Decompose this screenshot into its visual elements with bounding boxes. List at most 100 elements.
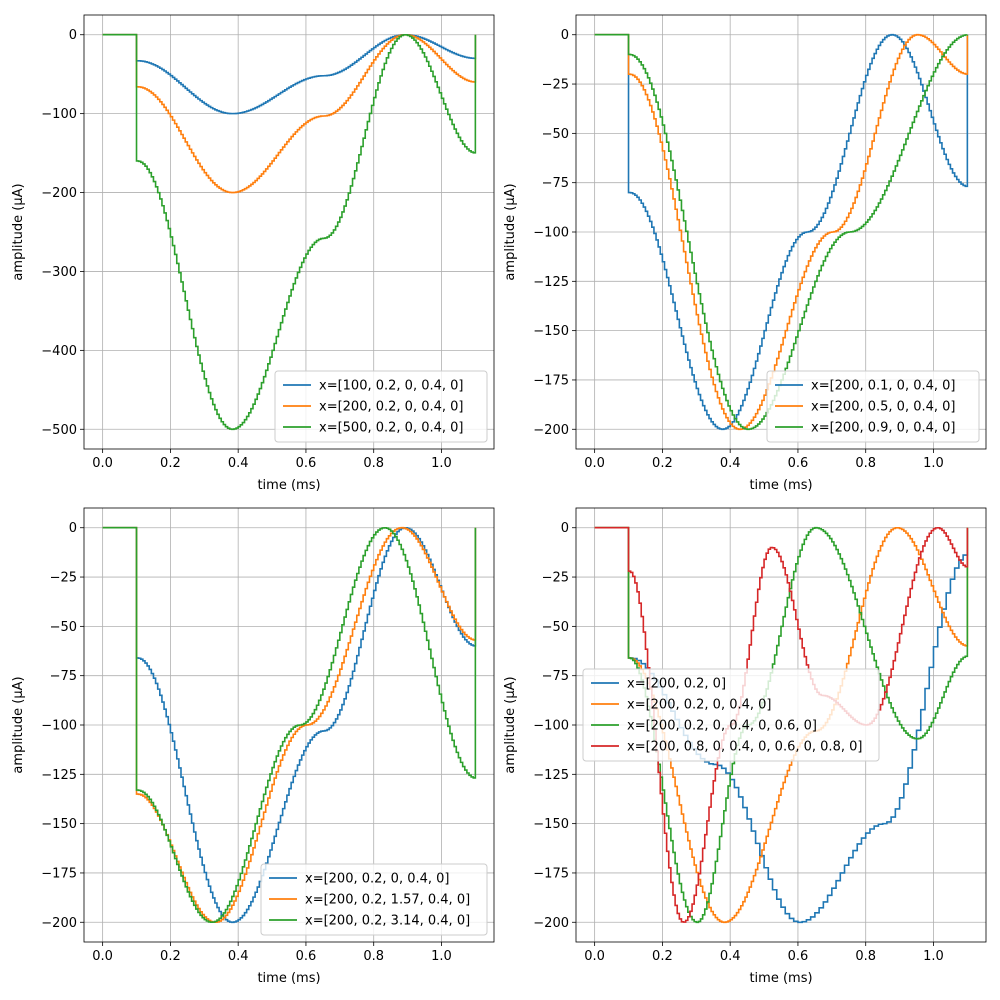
x-axis-label: time (ms): [749, 478, 812, 493]
y-tick-label: −100: [41, 107, 77, 122]
y-tick-label: −75: [542, 176, 569, 191]
y-tick-label: −125: [41, 768, 77, 783]
x-tick-label: 0.0: [92, 949, 113, 964]
x-tick-label: 0.6: [788, 949, 809, 964]
y-tick-label: −200: [533, 916, 569, 931]
x-tick-label: 0.0: [584, 949, 605, 964]
x-tick-label: 0.4: [228, 456, 249, 471]
x-tick-label: 0.6: [296, 949, 317, 964]
y-tick-label: −175: [533, 373, 569, 388]
legend-entry: x=[200, 0.5, 0, 0.4, 0]: [811, 400, 956, 415]
y-tick-label: −500: [41, 423, 77, 438]
legend: x=[200, 0.2, 0] x=[200, 0.2, 0, 0.4, 0] x=…: [582, 668, 880, 762]
axes-frame: [575, 14, 987, 450]
legend-entry: x=[200, 0.2, 0, 0.4, 0]: [319, 400, 464, 415]
y-tick-label: −200: [533, 423, 569, 438]
legend-entry: x=[200, 0.8, 0, 0.4, 0, 0.6, 0, 0.8, 0]: [627, 740, 862, 755]
y-tick-label: −50: [542, 620, 569, 635]
y-tick-label: −300: [41, 265, 77, 280]
legend: x=[200, 0.1, 0, 0.4, 0] x=[200, 0.5, 0, 0…: [766, 370, 980, 443]
x-tick-label: 0.2: [652, 456, 673, 471]
y-tick-label: −100: [533, 226, 569, 241]
legend-entry: x=[500, 0.2, 0, 0.4, 0]: [319, 421, 464, 436]
x-tick-label: 1.0: [923, 949, 944, 964]
x-tick-label: 0.8: [855, 456, 876, 471]
y-tick-label: −150: [533, 817, 569, 832]
y-tick-label: −25: [50, 571, 77, 586]
x-tick-label: 0.0: [584, 456, 605, 471]
y-axis-label: amplitude (µA): [11, 676, 26, 773]
subplot-3: 0.0 0.2 0.4 0.6 0.8 1.0 0 −25 −50 −75 −100 −125 −150…: [11, 507, 495, 986]
y-tick-label: −75: [542, 669, 569, 684]
x-tick-label: 1.0: [431, 949, 452, 964]
legend-entry: x=[200, 0.2, 0, 0.4, 0]: [305, 872, 450, 887]
series-line: [102, 33, 477, 115]
y-tick-label: 0: [561, 521, 569, 536]
legend-entry: x=[200, 0.2, 0, 0.4, 0, 0.6, 0]: [627, 719, 817, 734]
series-line: [594, 526, 969, 923]
legend-entry: x=[200, 0.2, 0, 0.4, 0]: [627, 698, 772, 713]
x-tick-label: 0.8: [363, 456, 384, 471]
y-axis-label: amplitude (µA): [503, 676, 518, 773]
x-tick-label: 0.6: [296, 456, 317, 471]
subplot-1: 0.0 0.2 0.4 0.6 0.8 1.0 0 −100 −200 −300 −400 −500 t…: [11, 14, 495, 493]
legend-box: [582, 668, 880, 762]
series-line: [594, 526, 969, 924]
series-line: [102, 33, 477, 431]
y-tick-label: −125: [533, 275, 569, 290]
x-tick-label: 0.2: [160, 949, 181, 964]
legend: x=[100, 0.2, 0, 0.4, 0] x=[200, 0.2, 0, 0…: [274, 370, 488, 443]
y-tick-label: 0: [69, 28, 77, 43]
series-line: [594, 33, 969, 431]
x-tick-label: 1.0: [923, 456, 944, 471]
y-tick-label: −25: [542, 571, 569, 586]
x-tick-label: 0.0: [92, 456, 113, 471]
legend-entry: x=[100, 0.2, 0, 0.4, 0]: [319, 379, 464, 394]
y-tick-label: −75: [50, 669, 77, 684]
series-line: [102, 526, 477, 924]
y-tick-label: −50: [50, 620, 77, 635]
y-tick-label: 0: [69, 521, 77, 536]
x-tick-label: 0.4: [720, 949, 741, 964]
y-tick-label: −150: [533, 324, 569, 339]
series-line: [594, 33, 969, 431]
legend-entry: x=[200, 0.2, 1.57, 0.4, 0]: [305, 893, 470, 908]
y-tick-label: −25: [542, 78, 569, 93]
x-axis-label: time (ms): [257, 478, 320, 493]
y-tick-label: −100: [533, 719, 569, 734]
x-axis-label: time (ms): [749, 971, 812, 986]
y-tick-label: −175: [533, 866, 569, 881]
legend-entry: x=[200, 0.2, 0]: [627, 677, 726, 692]
x-tick-label: 0.2: [652, 949, 673, 964]
series-line: [102, 526, 477, 924]
y-tick-label: −50: [542, 127, 569, 142]
legend-box: [260, 863, 488, 936]
x-axis-label: time (ms): [257, 971, 320, 986]
y-tick-label: −150: [41, 817, 77, 832]
y-tick-label: −175: [41, 866, 77, 881]
legend-entry: x=[200, 0.1, 0, 0.4, 0]: [811, 379, 956, 394]
y-axis-label: amplitude (µA): [503, 183, 518, 280]
x-tick-label: 0.8: [855, 949, 876, 964]
axes-frame: [575, 507, 987, 943]
series-line: [102, 33, 477, 194]
x-tick-label: 0.6: [788, 456, 809, 471]
legend-entry: x=[200, 0.2, 3.14, 0.4, 0]: [305, 914, 470, 929]
x-tick-label: 0.4: [720, 456, 741, 471]
y-tick-label: −200: [41, 186, 77, 201]
y-tick-label: −400: [41, 344, 77, 359]
legend-box: [274, 370, 488, 443]
y-tick-label: 0: [561, 28, 569, 43]
legend: x=[200, 0.2, 0, 0.4, 0] x=[200, 0.2, 1.57…: [260, 863, 488, 936]
axes-frame: [83, 14, 495, 450]
x-tick-label: 1.0: [431, 456, 452, 471]
subplot-4: 0.0 0.2 0.4 0.6 0.8 1.0 0 −25 −50 −75 −100 −125 −150…: [503, 507, 987, 986]
axes-frame: [83, 507, 495, 943]
y-axis-label: amplitude (µA): [11, 183, 26, 280]
x-tick-label: 0.4: [228, 949, 249, 964]
y-tick-label: −200: [41, 916, 77, 931]
y-tick-label: −100: [41, 719, 77, 734]
y-tick-label: −125: [533, 768, 569, 783]
subplot-2: 0.0 0.2 0.4 0.6 0.8 1.0 0 −25 −50 −75 −100 −125 −150…: [503, 14, 987, 493]
